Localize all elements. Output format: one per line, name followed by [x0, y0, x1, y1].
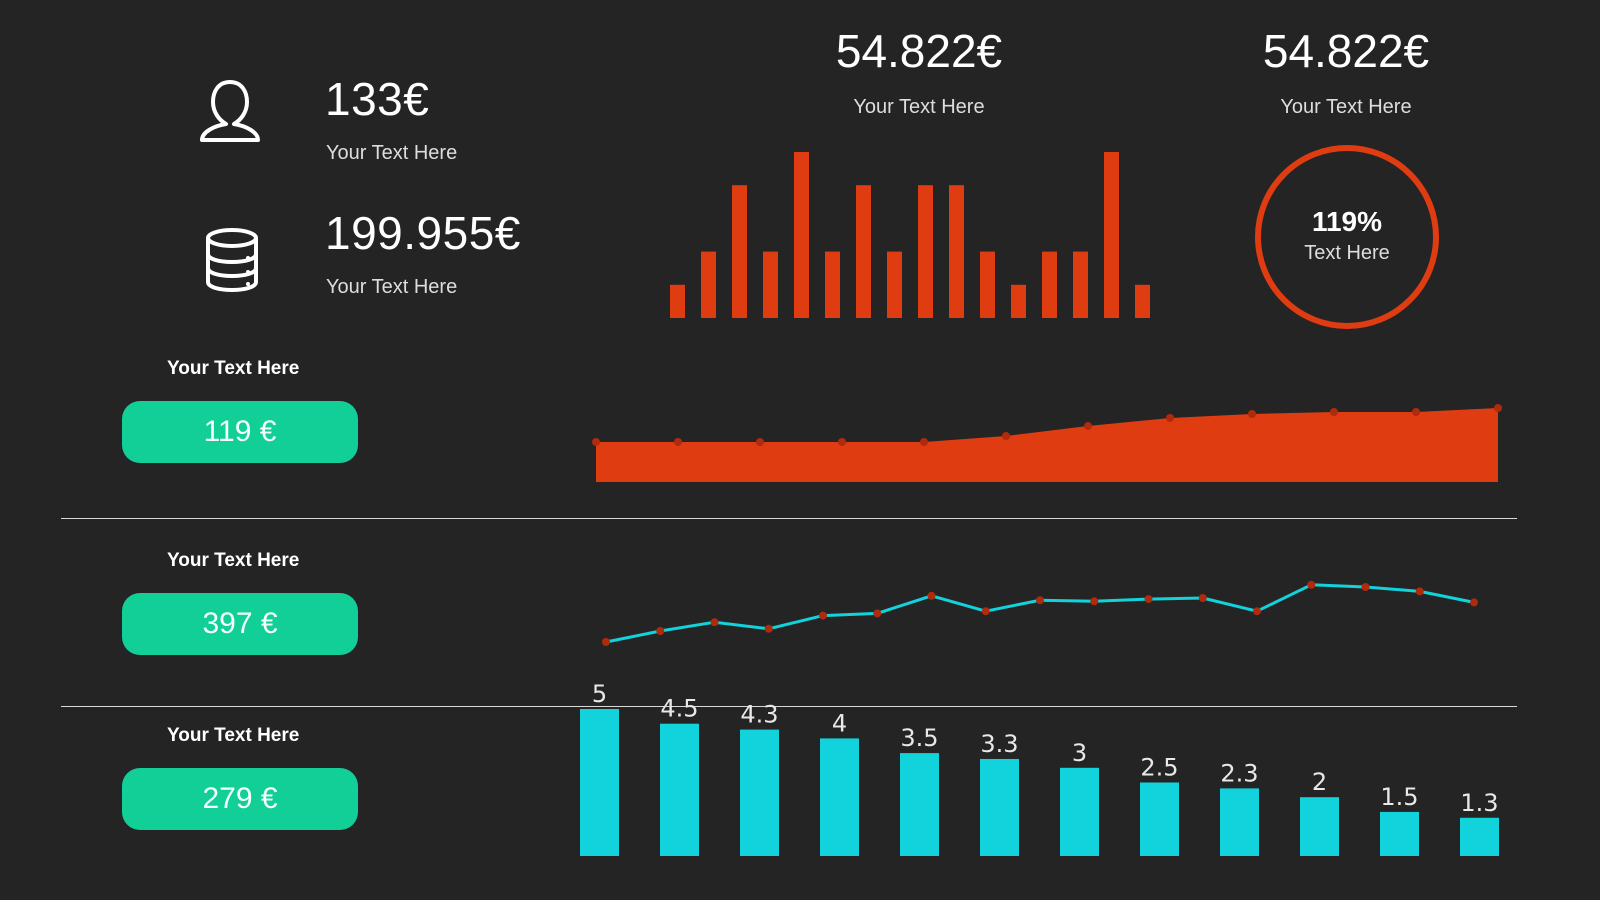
row-pill-3: 279 €	[122, 768, 358, 830]
cyan-line-chart	[602, 580, 1478, 646]
area-point-8	[1166, 414, 1174, 422]
line-series	[605, 583, 1475, 644]
database-icon	[206, 228, 258, 292]
line-point-6	[873, 609, 882, 618]
bar-3	[732, 185, 747, 318]
cyan-bar-6	[980, 758, 1019, 856]
bar-9	[918, 185, 933, 318]
line-point-4	[764, 624, 773, 633]
bar-16	[1135, 284, 1150, 318]
line-point-14	[1307, 580, 1316, 589]
line-point-1	[602, 638, 610, 646]
cyan-bar-3	[740, 729, 779, 856]
line-point-3	[710, 618, 719, 627]
area-fill	[596, 408, 1498, 482]
cyan-bar-label-2: 4.5	[660, 695, 698, 723]
row-label-3: Your Text Here	[167, 725, 300, 746]
kpi-label-2: Your Text Here	[326, 276, 458, 298]
cyan-bar-2	[660, 723, 699, 856]
bar-7	[856, 185, 871, 318]
line-point-11	[1144, 595, 1153, 604]
bar-5	[794, 152, 809, 318]
row-pill-2: 397 €	[122, 593, 358, 655]
bar-10	[949, 185, 964, 318]
cyan-bar-label-7: 3	[1072, 739, 1087, 767]
line-point-8	[981, 607, 990, 616]
row-pill-1: 119 €	[122, 401, 358, 463]
area-point-9	[1248, 410, 1256, 418]
cyan-bar-7	[1060, 767, 1099, 856]
line-point-12	[1198, 594, 1207, 602]
percent-ring	[1255, 145, 1439, 329]
bar-14	[1073, 251, 1088, 318]
cyan-bar-9	[1220, 788, 1259, 856]
row-divider-2	[61, 706, 1517, 707]
cyan-bar-label-5: 3.5	[900, 724, 938, 752]
bar-4	[763, 251, 778, 318]
cyan-bar-label-6: 3.3	[980, 730, 1018, 758]
line-point-13	[1253, 607, 1261, 616]
user-icon	[200, 80, 260, 142]
line-point-10	[1090, 597, 1099, 606]
line-point-2	[656, 627, 665, 635]
cyan-bar-8	[1140, 782, 1179, 856]
bar-13	[1042, 251, 1057, 318]
area-point-10	[1330, 408, 1338, 416]
row-label-1: Your Text Here	[167, 358, 300, 379]
line-point-7	[927, 591, 936, 600]
ring-label: Text Here	[1304, 242, 1390, 264]
cyan-bar-11	[1380, 811, 1419, 856]
orange-area-chart	[592, 404, 1502, 482]
cyan-bar-chart: 5 4.5 4.3 4 3.5 3.3 3 2.5 2.3 2 1.5 1.3	[580, 680, 1499, 856]
top-stat-label-1: Your Text Here	[853, 96, 985, 118]
line-point-9	[1036, 596, 1044, 605]
cyan-bar-4	[820, 738, 859, 856]
bar-2	[701, 251, 716, 318]
area-point-1	[592, 438, 600, 446]
kpi-label-1: Your Text Here	[326, 142, 458, 164]
area-point-4	[838, 438, 846, 446]
area-point-7	[1084, 422, 1092, 430]
cyan-bar-12	[1460, 817, 1499, 856]
bar-11	[980, 251, 995, 318]
bar-12	[1011, 284, 1026, 318]
row-label-2: Your Text Here	[167, 550, 300, 571]
area-point-6	[1002, 432, 1010, 440]
cyan-bar-label-9: 2.3	[1220, 759, 1258, 787]
cyan-bar-label-12: 1.3	[1460, 789, 1498, 817]
bar-6	[825, 251, 840, 318]
line-point-17	[1470, 598, 1478, 607]
row-divider-1	[61, 518, 1517, 519]
line-point-5	[819, 611, 827, 620]
orange-bar-chart	[670, 152, 1150, 318]
line-point-15	[1361, 583, 1370, 591]
area-point-12	[1494, 404, 1502, 412]
cyan-bar-10	[1300, 797, 1339, 856]
line-point-16	[1415, 587, 1424, 596]
bar-8	[887, 251, 902, 318]
area-point-5	[920, 438, 928, 446]
ring-percent: 119%	[1311, 206, 1383, 237]
cyan-bar-label-10: 2	[1312, 768, 1327, 796]
top-stat-label-2: Your Text Here	[1280, 96, 1412, 118]
cyan-bar-label-3: 4.3	[740, 701, 778, 729]
bar-15	[1104, 152, 1119, 318]
top-stat-value-2: 54.822€	[1262, 25, 1430, 77]
cyan-bar-label-11: 1.5	[1380, 783, 1418, 811]
kpi-value-2: 199.955€	[325, 207, 521, 259]
cyan-bar-1	[580, 709, 619, 856]
kpi-value-1: 133€	[325, 73, 430, 125]
cyan-bar-5	[900, 753, 939, 856]
area-point-3	[756, 438, 764, 446]
bar-1	[670, 284, 685, 318]
cyan-bar-label-4: 4	[832, 709, 847, 737]
area-point-2	[674, 438, 682, 446]
area-point-11	[1412, 408, 1420, 416]
top-stat-value-1: 54.822€	[835, 25, 1003, 77]
cyan-bar-label-1: 5	[592, 680, 607, 708]
cyan-bar-label-8: 2.5	[1140, 754, 1178, 782]
